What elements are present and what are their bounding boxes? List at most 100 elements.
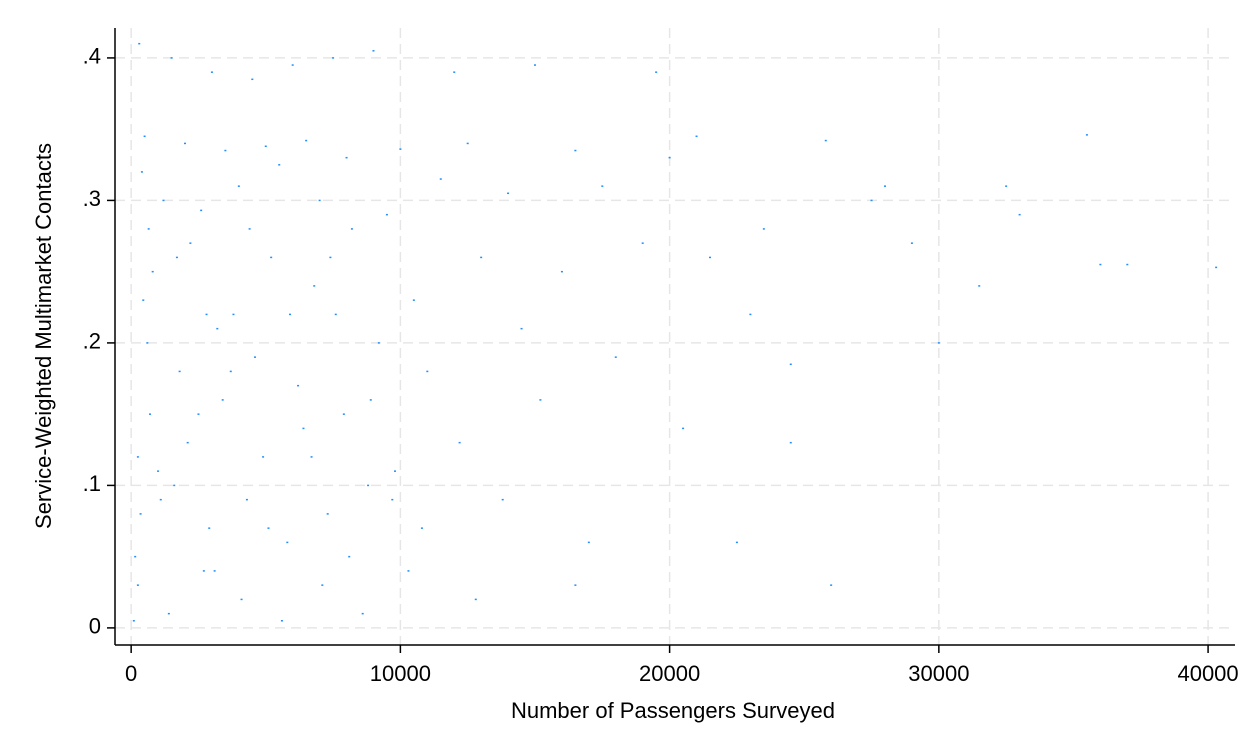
point	[789, 441, 792, 444]
point	[321, 584, 324, 586]
point	[232, 313, 235, 316]
point	[560, 270, 563, 273]
point	[458, 441, 461, 444]
y-axis-label: Service-Weighted Multimarket Contacts	[31, 143, 56, 529]
point	[574, 149, 577, 152]
point	[132, 620, 135, 622]
point	[329, 256, 332, 259]
point	[332, 57, 335, 59]
point	[248, 228, 251, 230]
point	[587, 541, 590, 544]
point	[345, 156, 348, 159]
point	[200, 209, 203, 212]
point	[334, 313, 337, 316]
y-tick-label: 0	[89, 614, 101, 639]
point	[910, 242, 913, 244]
point	[520, 327, 523, 330]
point	[313, 285, 316, 287]
x-tick-label: 10000	[370, 661, 431, 686]
point	[342, 413, 345, 415]
point	[412, 299, 415, 301]
x-tick-label: 0	[125, 661, 137, 686]
point	[229, 370, 232, 373]
point	[136, 584, 139, 586]
point	[138, 42, 141, 45]
point	[1099, 263, 1102, 266]
point	[186, 441, 189, 444]
point	[210, 71, 213, 73]
point	[264, 145, 267, 148]
point	[372, 50, 375, 52]
point	[709, 256, 711, 259]
point	[348, 555, 351, 558]
point	[149, 413, 151, 415]
point	[139, 513, 142, 515]
point	[453, 71, 456, 73]
point	[280, 620, 283, 622]
y-tick-label: .3	[83, 186, 101, 211]
point	[466, 142, 469, 145]
point	[762, 228, 765, 230]
point	[184, 142, 186, 145]
point	[391, 498, 394, 501]
point	[173, 484, 176, 487]
point	[134, 555, 137, 558]
point	[326, 513, 329, 515]
point	[655, 71, 658, 73]
x-tick-label: 40000	[1177, 661, 1238, 686]
point	[474, 598, 477, 601]
point	[270, 256, 273, 259]
point	[668, 156, 671, 159]
point	[641, 242, 644, 244]
point	[302, 427, 305, 430]
point	[143, 135, 146, 138]
point	[385, 213, 388, 216]
point	[350, 228, 353, 230]
point	[240, 598, 243, 601]
point	[870, 199, 873, 202]
point	[507, 192, 510, 195]
point	[420, 527, 423, 529]
point	[254, 356, 256, 358]
point	[574, 584, 577, 586]
point	[361, 612, 364, 615]
y-tick-label: .1	[83, 471, 101, 496]
point	[1126, 263, 1129, 266]
point	[178, 370, 181, 373]
point	[369, 399, 372, 401]
point	[289, 313, 291, 316]
point	[136, 456, 139, 458]
point	[251, 78, 254, 81]
point	[399, 148, 402, 150]
point	[534, 64, 536, 66]
point	[159, 498, 162, 501]
point	[682, 427, 685, 430]
point	[407, 570, 410, 572]
y-tick-label: .2	[83, 329, 101, 354]
point	[245, 498, 248, 501]
point	[1085, 134, 1088, 136]
point	[978, 285, 981, 287]
point	[286, 541, 289, 544]
point	[1005, 185, 1008, 187]
point	[297, 384, 300, 387]
point	[147, 228, 150, 230]
point	[221, 399, 224, 401]
point	[695, 135, 698, 138]
point	[614, 356, 617, 358]
point	[140, 171, 143, 173]
point	[367, 484, 370, 487]
point	[884, 185, 886, 187]
point	[824, 139, 827, 142]
point	[501, 498, 504, 501]
point	[167, 612, 170, 615]
point	[789, 363, 792, 366]
point	[202, 570, 205, 572]
point	[197, 413, 200, 415]
point	[237, 185, 240, 187]
point	[291, 64, 294, 66]
point	[170, 57, 173, 59]
point	[151, 270, 154, 273]
